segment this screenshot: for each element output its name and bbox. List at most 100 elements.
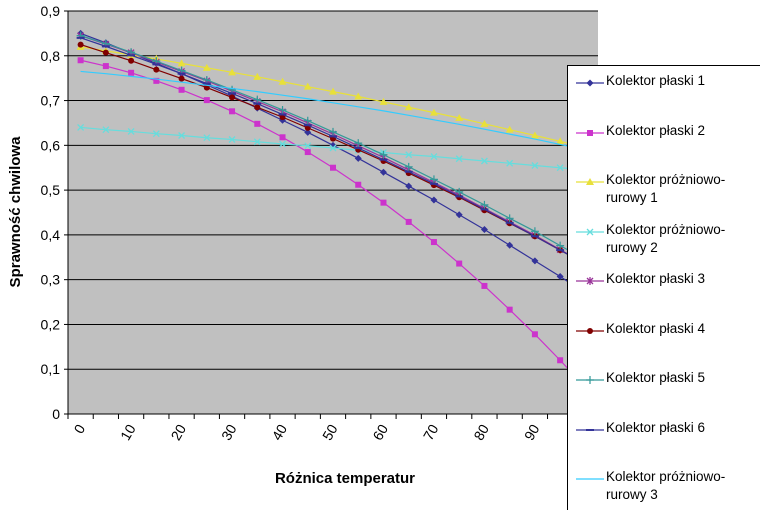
marker-square — [456, 260, 463, 267]
x-tick-label: 80 — [470, 421, 492, 443]
marker-x — [430, 153, 438, 160]
marker-circle — [102, 49, 109, 56]
x-tick-label: 30 — [218, 421, 240, 443]
marker-triangle — [505, 125, 514, 133]
legend-swatch — [576, 277, 604, 285]
marker-plus — [429, 175, 438, 184]
marker-plus — [556, 241, 565, 250]
legend-label: Kolektor płaski 2 — [606, 122, 706, 138]
marker-square — [430, 239, 437, 246]
marker-square — [77, 57, 84, 64]
legend-swatch — [576, 129, 604, 136]
legend-label: Kolektor płaski 5 — [606, 370, 706, 385]
marker-circle — [178, 75, 185, 82]
marker-triangle — [202, 63, 211, 71]
marker-asterisk — [586, 277, 594, 285]
marker-square — [380, 199, 387, 206]
y-tick-label: 0,1 — [41, 361, 61, 377]
marker-diamond — [586, 79, 594, 87]
x-tick-label: 50 — [319, 421, 341, 443]
legend-swatch — [576, 428, 604, 431]
marker-triangle — [354, 92, 363, 100]
marker-x — [304, 142, 312, 150]
marker-plus — [530, 227, 539, 236]
legend-label: Kolektor płaski 1 — [606, 73, 706, 88]
series-2 — [77, 57, 589, 391]
marker-triangle — [379, 97, 388, 105]
legend-item: Kolektor płaski 5 — [568, 369, 760, 417]
y-tick-label: 0,2 — [41, 316, 61, 332]
marker-diamond — [379, 168, 387, 176]
marker-square — [531, 331, 538, 338]
marker-circle — [153, 66, 160, 73]
marker-diamond — [531, 257, 539, 265]
legend-swatch — [576, 178, 604, 185]
y-axis-label: Sprawność chwilowa — [7, 136, 24, 288]
marker-triangle — [586, 178, 594, 185]
y-tick-label: 0,8 — [41, 48, 61, 64]
x-tick-label: 40 — [268, 421, 290, 443]
legend-swatch — [576, 228, 604, 235]
legend-item: Kolektor płaski 1 — [568, 72, 760, 120]
plot-background — [68, 11, 598, 414]
legend-swatch — [576, 79, 604, 87]
legend-label: Kolektor próżniowo-rurowy 2 — [606, 221, 726, 255]
marker-x — [77, 123, 85, 131]
legend-item: Kolektor próżniowo-rurowy 2 — [568, 221, 760, 269]
y-tick-label: 0,6 — [41, 137, 61, 153]
marker-x — [203, 134, 211, 142]
legend: Kolektor płaski 1 Kolektor płaski 2 Kolekt… — [567, 65, 760, 510]
series-9 — [80, 70, 586, 151]
marker-square — [330, 164, 336, 171]
legend-item: Kolektor płaski 4 — [568, 320, 760, 368]
marker-triangle — [530, 131, 539, 139]
marker-x — [556, 164, 564, 172]
series-7 — [76, 31, 590, 264]
marker-x — [531, 162, 539, 169]
y-tick-label: 0,5 — [41, 182, 61, 198]
marker-square — [279, 134, 286, 141]
marker-circle — [128, 57, 135, 64]
marker-x — [253, 138, 261, 146]
marker-plus — [404, 162, 413, 171]
marker-square — [304, 149, 311, 156]
marker-x — [152, 130, 160, 138]
marker-x — [455, 155, 463, 163]
x-tick-label: 10 — [117, 421, 139, 443]
marker-x — [586, 228, 594, 235]
marker-plus — [329, 127, 337, 136]
x-axis-label: Różnica temperatur — [275, 470, 415, 487]
marker-triangle — [228, 68, 237, 76]
marker-x — [329, 144, 337, 152]
legend-label: Kolektor próżniowo-rurowy 3 — [606, 469, 726, 502]
marker-circle — [229, 94, 236, 101]
marker-x — [405, 151, 413, 159]
marker-diamond — [480, 226, 488, 234]
marker-x — [480, 157, 488, 165]
marker-square — [203, 97, 210, 104]
marker-x — [127, 127, 135, 135]
y-tick-label: 0,3 — [41, 272, 61, 288]
legend-label: Kolektor płaski 4 — [606, 320, 706, 336]
marker-plus — [354, 139, 363, 148]
marker-triangle — [177, 59, 186, 67]
marker-triangle — [404, 103, 413, 111]
marker-diamond — [506, 241, 514, 249]
marker-x — [228, 136, 236, 143]
marker-x — [102, 126, 110, 134]
legend-item: Kolektor płaski 2 — [568, 122, 760, 170]
x-tick-label: 20 — [168, 421, 190, 443]
marker-plus — [303, 116, 312, 125]
marker-square — [153, 77, 160, 84]
marker-plus — [480, 200, 489, 209]
marker-diamond — [430, 196, 438, 204]
marker-plus — [379, 150, 388, 159]
marker-square — [587, 129, 593, 136]
legend-label: Kolektor płaski 6 — [606, 419, 706, 435]
marker-circle — [77, 41, 84, 48]
series-line — [80, 70, 586, 151]
x-tick-label: 70 — [420, 421, 442, 443]
legend-item: Kolektor próżniowo-rurowy 3 — [568, 468, 760, 510]
marker-triangle — [429, 108, 438, 116]
